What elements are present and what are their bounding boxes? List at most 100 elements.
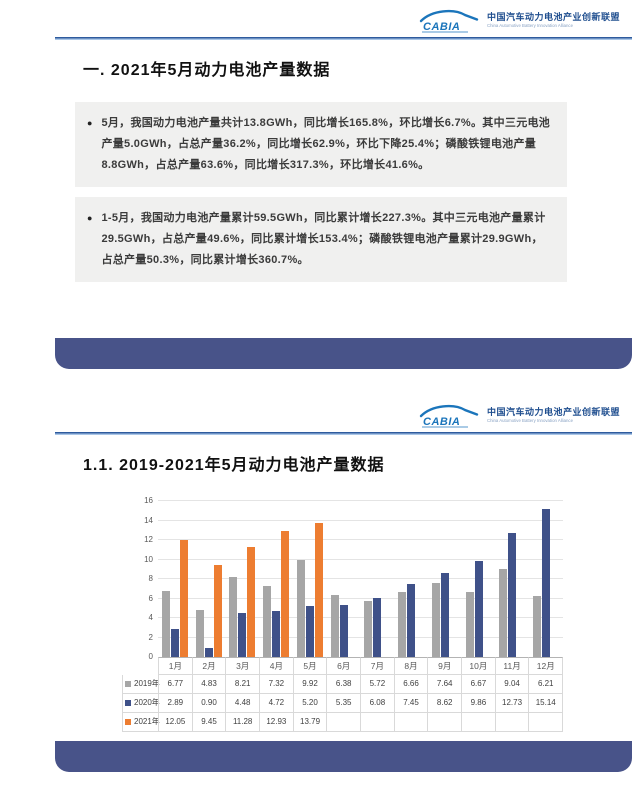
legend-cell-2021年: 2021年 — [122, 713, 160, 732]
month-label-4月: 4月 — [259, 657, 293, 675]
table-cell-2020年-6月: 5.35 — [326, 694, 361, 713]
bar-2019年-5月 — [296, 560, 305, 657]
page1-header: CABIA 中国汽车动力电池产业创新联盟 China Automotive Ba… — [55, 8, 632, 34]
bar-2019年-10月 — [465, 591, 474, 657]
page2-header: CABIA 中国汽车动力电池产业创新联盟 China Automotive Ba… — [55, 403, 632, 429]
bar-group-1月 — [158, 501, 192, 657]
bar-2021年-2月 — [213, 564, 222, 657]
y-tick-label: 4 — [148, 613, 153, 622]
y-tick-label: 8 — [148, 574, 153, 583]
bar-2019年-8月 — [398, 592, 407, 657]
month-label-3月: 3月 — [225, 657, 260, 675]
bar-2019年-7月 — [364, 601, 373, 657]
bar-2020年-8月 — [407, 584, 416, 657]
org-name-block: 中国汽车动力电池产业创新联盟 China Automotive Battery … — [487, 12, 620, 30]
cabia-logo-icon: CABIA — [418, 8, 480, 34]
bar-2020年-7月 — [373, 597, 382, 657]
bar-2019年-1月 — [161, 591, 170, 657]
car-swoosh-icon: CABIA — [419, 9, 479, 33]
battery-production-chart: 0 2 4 6 8 10 12 14 16 1月 2月 3月 4月 5月 6月 7月 8月 9月 10月 11月 12… — [122, 496, 564, 732]
bar-group-7月 — [361, 501, 395, 657]
legend-cell-2019年: 2019年 — [122, 675, 160, 694]
bar-2020年-2月 — [204, 648, 213, 657]
bar-group-2月 — [192, 501, 226, 657]
bar-2019年-4月 — [263, 585, 272, 657]
table-cell-2020年-2月: 0.90 — [191, 694, 226, 713]
legend-cell-2020年: 2020年 — [122, 694, 160, 713]
table-cell-2021年-11月 — [494, 713, 529, 732]
bar-2019年-9月 — [431, 582, 440, 657]
bar-2019年-6月 — [330, 594, 339, 657]
bar-2021年-3月 — [247, 547, 256, 657]
legend-label: 2020年 — [134, 698, 160, 707]
month-label-9月: 9月 — [427, 657, 462, 675]
header-divider-line — [55, 432, 632, 435]
bar-2020年-10月 — [474, 560, 483, 657]
y-tick-label: 0 — [148, 652, 153, 661]
y-tick-label: 2 — [148, 632, 153, 642]
bar-2019年-11月 — [499, 568, 508, 657]
bar-2020年-12月 — [542, 509, 551, 657]
table-cell-2019年-3月: 8.21 — [225, 675, 260, 694]
cabia-logo-icon: CABIA — [418, 403, 480, 429]
cabia-logo: CABIA 中国汽车动力电池产业创新联盟 China Automotive Ba… — [418, 8, 620, 34]
legend-label: 2021年 — [134, 717, 160, 726]
table-cell-2020年-11月: 12.73 — [494, 694, 529, 713]
bar-group-3月 — [226, 501, 260, 657]
bar-2020年-9月 — [440, 572, 449, 657]
y-tick-label: 10 — [144, 554, 153, 564]
y-tick-label: 6 — [148, 593, 153, 603]
table-cell-2020年-1月: 2.89 — [158, 694, 192, 713]
y-axis-labels: 0 2 4 6 8 10 12 14 16 — [122, 496, 158, 661]
bar-group-5月 — [293, 501, 327, 657]
bar-group-10月 — [462, 501, 496, 657]
table-cell-2019年-8月: 6.66 — [393, 675, 428, 694]
table-cell-2019年-4月: 7.32 — [259, 675, 293, 694]
table-cell-2021年-3月: 11.28 — [225, 713, 260, 732]
gridline — [158, 578, 563, 579]
table-row-2019年: 2019年 6.77 4.83 8.21 7.32 9.92 6.38 5.72 6.66 7.6… — [122, 675, 564, 694]
gridline — [158, 539, 563, 540]
org-name-cn: 中国汽车动力电池产业创新联盟 — [486, 407, 620, 417]
month-label-6月: 6月 — [326, 657, 361, 675]
bar-2020年-6月 — [339, 604, 348, 657]
bar-2020年-11月 — [508, 532, 517, 657]
month-label-11月: 11月 — [494, 657, 529, 675]
table-cell-2021年-8月 — [393, 713, 428, 732]
month-label-1月: 1月 — [158, 657, 192, 675]
table-cell-2021年-7月 — [360, 713, 394, 732]
legend-marker-icon — [125, 681, 131, 687]
org-name-cn: 中国汽车动力电池产业创新联盟 — [486, 12, 620, 22]
table-cell-2020年-3月: 4.48 — [225, 694, 260, 713]
table-cell-2021年-2月: 9.45 — [191, 713, 226, 732]
bar-2020年-4月 — [272, 610, 281, 657]
bar-2020年-5月 — [305, 606, 314, 657]
page1-footer-bar — [55, 338, 632, 369]
page-1: CABIA 中国汽车动力电池产业创新联盟 China Automotive Ba… — [0, 0, 637, 369]
section1-title: 一. 2021年5月动力电池产量数据 — [83, 62, 331, 79]
table-cell-2021年-4月: 12.93 — [259, 713, 293, 732]
bullet-icon: ● — [87, 118, 93, 128]
month-label-8月: 8月 — [393, 657, 428, 675]
table-cell-2021年-10月 — [461, 713, 495, 732]
table-cell-2019年-2月: 4.83 — [191, 675, 226, 694]
table-cell-2020年-5月: 5.20 — [292, 694, 327, 713]
table-cell-2019年-6月: 6.38 — [326, 675, 361, 694]
table-cell-2020年-4月: 4.72 — [259, 694, 293, 713]
summary-box-2: ● 1-5月，我国动力电池产量累计59.5GWh，同比累计增长227.3%。其中… — [75, 197, 567, 282]
car-swoosh-icon: CABIA — [419, 404, 479, 428]
summary-text-2: 1-5月，我国动力电池产量累计59.5GWh，同比累计增长227.3%。其中三元… — [101, 212, 546, 266]
gridline — [158, 500, 563, 501]
y-tick-label: 16 — [144, 496, 153, 505]
bar-2021年-5月 — [314, 522, 323, 657]
cabia-logo: CABIA 中国汽车动力电池产业创新联盟 China Automotive Ba… — [418, 403, 620, 429]
month-row: 1月 2月 3月 4月 5月 6月 7月 8月 9月 10月 11月 12月 — [122, 657, 564, 675]
gridline — [158, 597, 563, 599]
table-cell-2021年-12月 — [528, 713, 564, 732]
table-row-2021年: 2021年 12.05 9.45 11.28 12.93 13.79 — [122, 713, 564, 732]
table-cell-2019年-11月: 9.04 — [494, 675, 529, 694]
month-label-5月: 5月 — [292, 657, 327, 675]
summary-text-1: 5月，我国动力电池产量共计13.8GWh，同比增长165.8%，环比增长6.7%… — [101, 117, 551, 171]
bar-group-11月 — [496, 501, 530, 657]
month-label-7月: 7月 — [360, 657, 394, 675]
